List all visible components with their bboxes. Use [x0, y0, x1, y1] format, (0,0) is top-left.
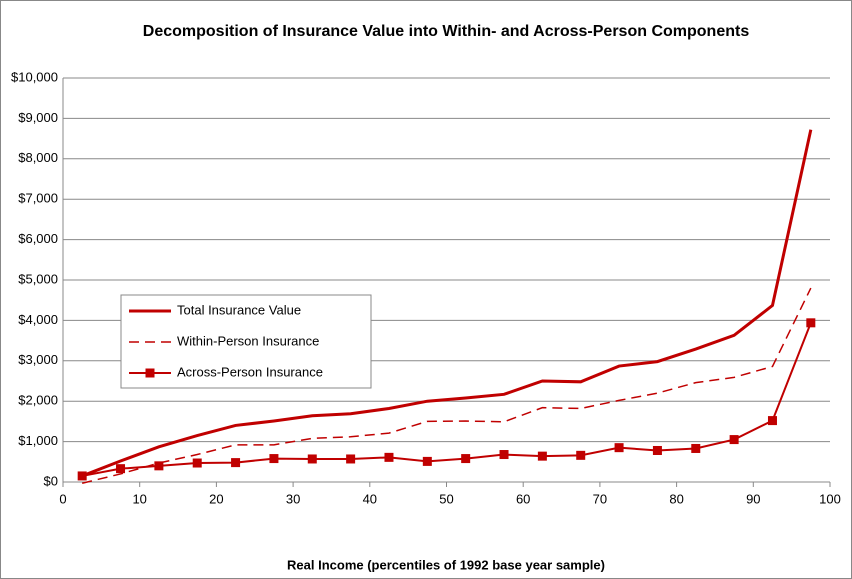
marker [192, 458, 202, 468]
y-tick-label: $2,000 [18, 393, 58, 408]
marker [269, 454, 279, 464]
y-tick-label: $3,000 [18, 352, 58, 367]
marker [537, 451, 547, 461]
x-tick-label: 20 [209, 491, 223, 506]
x-tick-label: 0 [59, 491, 66, 506]
x-tick-label: 100 [819, 491, 841, 506]
y-tick-label: $6,000 [18, 231, 58, 246]
line-series [81, 129, 813, 478]
legend-label: Total Insurance Value [177, 302, 301, 317]
marker [384, 452, 394, 462]
x-axis-label: Real Income (percentiles of 1992 base ye… [287, 557, 605, 572]
marker [652, 445, 662, 455]
marker [461, 454, 471, 464]
marker [499, 450, 509, 460]
marker [422, 456, 432, 466]
marker [116, 464, 126, 474]
x-tick-label: 60 [516, 491, 530, 506]
x-tick-label: 50 [439, 491, 453, 506]
y-tick-label: $10,000 [11, 69, 58, 84]
x-tick-label: 30 [286, 491, 300, 506]
y-tick-label: $8,000 [18, 150, 58, 165]
x-tick-label: 90 [746, 491, 760, 506]
marker [154, 461, 164, 471]
y-tick-label: $7,000 [18, 191, 58, 206]
x-tick-label: 10 [132, 491, 146, 506]
marker [576, 450, 586, 460]
marker [806, 318, 816, 328]
legend-label: Across-Person Insurance [177, 364, 323, 379]
y-tick-label: $4,000 [18, 312, 58, 327]
marker [77, 471, 87, 481]
marker [231, 458, 241, 468]
x-tick-label: 80 [669, 491, 683, 506]
legend-marker [145, 368, 155, 378]
y-tick-label: $9,000 [18, 110, 58, 125]
line-series [81, 322, 812, 477]
marker [691, 443, 701, 453]
y-tick-label: $0 [44, 473, 58, 488]
marker [307, 454, 317, 464]
marker [729, 435, 739, 445]
y-tick-label: $1,000 [18, 433, 58, 448]
y-tick-label: $5,000 [18, 271, 58, 286]
marker [767, 416, 777, 426]
marker [614, 443, 624, 453]
x-tick-label: 40 [363, 491, 377, 506]
line-series [81, 287, 812, 484]
chart-title: Decomposition of Insurance Value into Wi… [142, 23, 750, 40]
x-tick-label: 70 [593, 491, 607, 506]
marker [346, 454, 356, 464]
legend-label: Within-Person Insurance [177, 333, 319, 348]
